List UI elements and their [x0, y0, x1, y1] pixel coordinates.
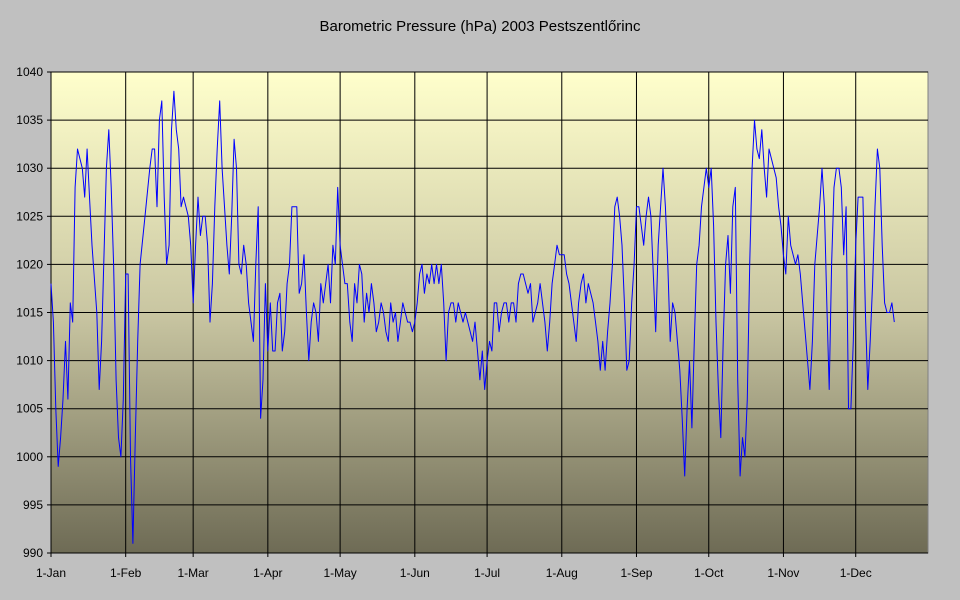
- x-tick-label: 1-Sep: [620, 566, 652, 580]
- y-tick-label: 1040: [16, 65, 43, 79]
- y-tick-label: 1035: [16, 113, 43, 127]
- y-tick-label: 1025: [16, 209, 43, 223]
- x-tick-label: 1-Apr: [253, 566, 282, 580]
- x-tick-label: 1-Jan: [36, 566, 66, 580]
- x-tick-label: 1-Jul: [474, 566, 500, 580]
- y-tick-label: 1010: [16, 354, 43, 368]
- x-tick-label: 1-Dec: [840, 566, 872, 580]
- pressure-series-line: [50, 90, 895, 544]
- y-axis: 990 995 1000 1005 1010 1015 1020 1025 1030 1035 10…: [16, 65, 52, 560]
- x-tick-label: 1-Jun: [400, 566, 430, 580]
- x-tick-label: 1-Oct: [694, 566, 724, 580]
- x-tick-label: 1-Nov: [767, 566, 799, 580]
- y-tick-label: 1030: [16, 161, 43, 175]
- chart-title: Barometric Pressure (hPa) 2003 Pestszent…: [320, 18, 641, 35]
- y-tick-label: 1020: [16, 257, 43, 271]
- x-tick-label: 1-Aug: [546, 566, 578, 580]
- x-tick-label: 1-Mar: [177, 566, 208, 580]
- y-tick-label: 995: [23, 498, 43, 512]
- y-tick-label: 990: [23, 546, 43, 560]
- series-group: [50, 90, 895, 544]
- y-tick-label: 1005: [16, 402, 43, 416]
- x-axis: 1-Jan 1-Feb 1-Mar 1-Apr 1-May 1-Jun 1-Jul 1-Aug…: [36, 552, 928, 580]
- y-tick-label: 1015: [16, 306, 43, 320]
- x-tick-label: 1-Feb: [110, 566, 142, 580]
- grid-lines: [51, 71, 928, 553]
- y-tick-label: 1000: [16, 450, 43, 464]
- x-tick-label: 1-May: [323, 566, 356, 580]
